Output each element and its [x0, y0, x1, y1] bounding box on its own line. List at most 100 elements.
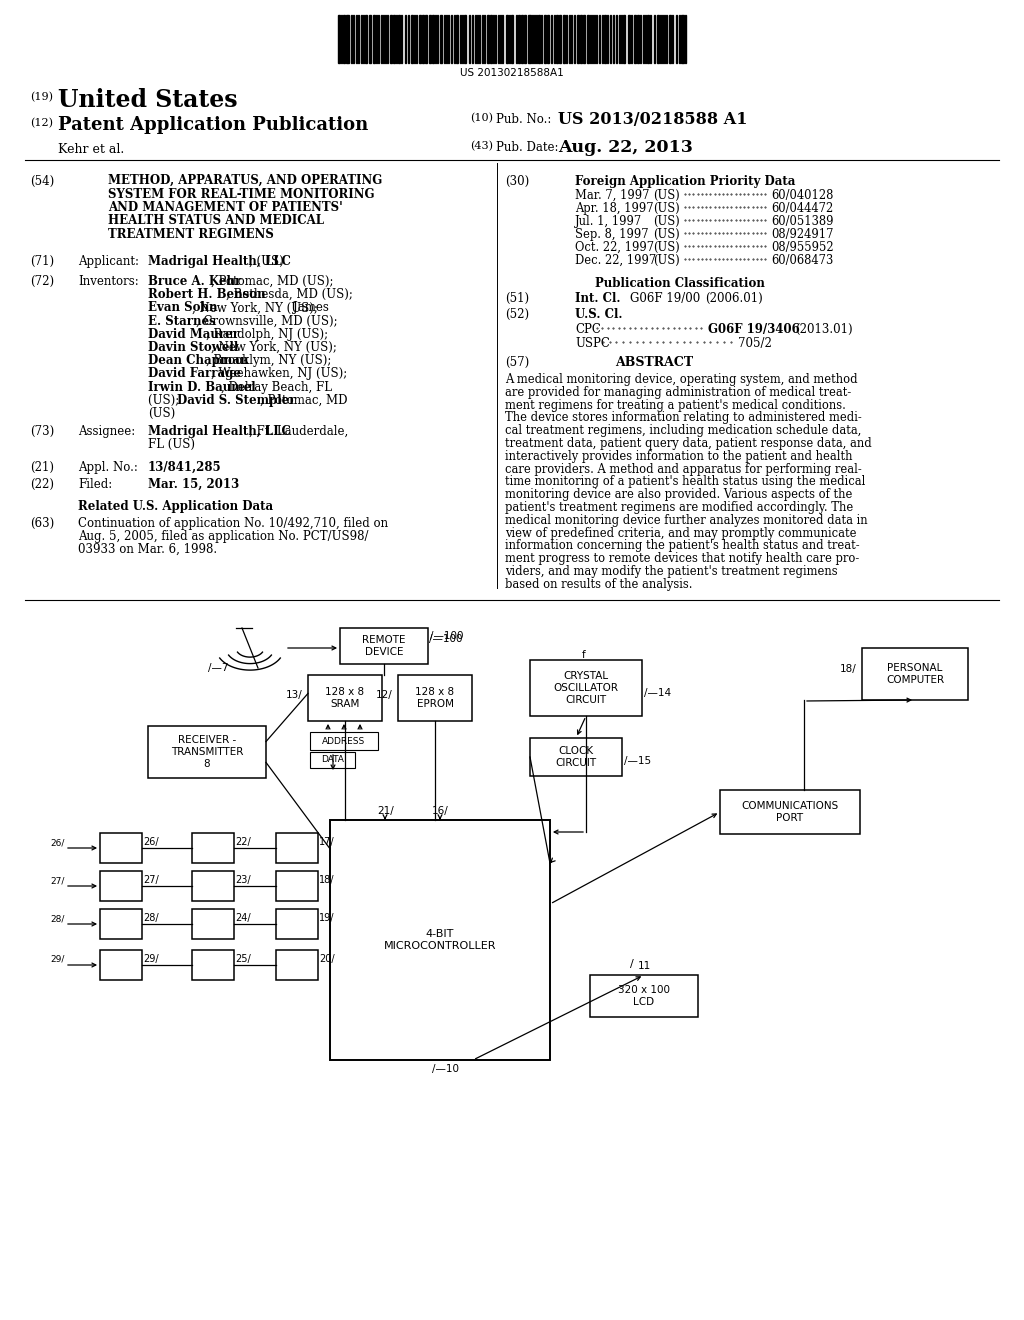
Text: Related U.S. Application Data: Related U.S. Application Data [78, 500, 273, 513]
Text: (US): (US) [653, 242, 680, 253]
Bar [369, 15, 371, 63]
Text: 26/: 26/ [143, 837, 159, 847]
Text: /—15: /—15 [624, 756, 651, 766]
Text: (US): (US) [653, 202, 680, 215]
Text: Continuation of application No. 10/492,710, filed on: Continuation of application No. 10/492,7… [78, 517, 388, 531]
Text: 4-BIT
MICROCONTROLLER: 4-BIT MICROCONTROLLER [384, 929, 497, 952]
Bar [487, 15, 489, 63]
Text: 60/051389: 60/051389 [771, 215, 834, 228]
Bar [390, 15, 392, 63]
Text: 27/: 27/ [143, 875, 159, 884]
Text: James: James [294, 301, 330, 314]
Bar [276, 909, 318, 939]
Bar [398, 15, 400, 63]
Text: DATA: DATA [322, 755, 344, 764]
Text: Oct. 22, 1997: Oct. 22, 1997 [575, 242, 654, 253]
Text: Mar. 7, 1997: Mar. 7, 1997 [575, 189, 649, 202]
Text: information concerning the patient's health status and treat-: information concerning the patient's hea… [505, 540, 859, 552]
Bar [490, 15, 492, 63]
Text: Robert H. Benson: Robert H. Benson [148, 288, 265, 301]
Text: 11: 11 [638, 961, 651, 972]
Text: 128 x 8
EPROM: 128 x 8 EPROM [416, 686, 455, 709]
Bar [590, 975, 698, 1016]
Text: 21/: 21/ [377, 807, 394, 816]
Bar [440, 15, 442, 63]
Bar [193, 909, 234, 939]
Text: , New York, NY (US);: , New York, NY (US); [211, 341, 337, 354]
Text: ADDRESS: ADDRESS [323, 737, 366, 746]
Text: 320 x 100
LCD: 320 x 100 LCD [618, 985, 670, 1007]
Text: Assignee:: Assignee: [78, 425, 135, 438]
Text: US 20130218588A1: US 20130218588A1 [460, 69, 564, 78]
Bar [583, 15, 585, 63]
Text: , Brooklym, NY (US);: , Brooklym, NY (US); [206, 354, 332, 367]
Text: (US): (US) [653, 189, 680, 202]
Text: Int. Cl.: Int. Cl. [575, 292, 621, 305]
Text: 24/: 24/ [234, 913, 251, 923]
Bar [563, 15, 565, 63]
Text: CPC: CPC [575, 323, 601, 337]
Text: Dean Chapman: Dean Chapman [148, 354, 249, 367]
Text: /: / [630, 960, 634, 969]
Text: COMMUNICATIONS
PORT: COMMUNICATIONS PORT [741, 801, 839, 824]
Text: (US): (US) [148, 407, 175, 420]
Text: 18/: 18/ [840, 664, 857, 675]
Bar [506, 15, 508, 63]
Text: 60/068473: 60/068473 [771, 253, 834, 267]
Text: (2006.01): (2006.01) [705, 292, 763, 305]
Bar [338, 15, 340, 63]
Text: US 2013/0218588 A1: US 2013/0218588 A1 [558, 111, 748, 128]
Bar [637, 15, 639, 63]
Text: 29/: 29/ [50, 954, 65, 964]
Text: 22/: 22/ [234, 837, 251, 847]
Text: HEALTH STATUS AND MEDICAL: HEALTH STATUS AND MEDICAL [108, 214, 324, 227]
Text: Evan Sohn: Evan Sohn [148, 301, 217, 314]
Text: 60/044472: 60/044472 [771, 202, 834, 215]
Text: 27/: 27/ [50, 876, 65, 884]
Bar [556, 15, 558, 63]
Bar [100, 871, 142, 902]
Bar [628, 15, 630, 63]
Text: 29/: 29/ [143, 954, 159, 964]
Text: 28/: 28/ [50, 913, 65, 923]
Text: f: f [582, 649, 586, 660]
Bar [577, 15, 579, 63]
Text: patient's treatment regimens are modified accordingly. The: patient's treatment regimens are modifie… [505, 502, 853, 513]
Text: 26/: 26/ [50, 838, 65, 847]
Bar [193, 950, 234, 979]
Bar [432, 15, 434, 63]
Text: Bruce A. Kehr: Bruce A. Kehr [148, 275, 242, 288]
Text: /—14: /—14 [644, 688, 671, 698]
Text: ment regimens for treating a patient's medical conditions.: ment regimens for treating a patient's m… [505, 399, 846, 412]
Text: (21): (21) [30, 461, 54, 474]
Bar [521, 15, 523, 63]
Bar [340, 628, 428, 664]
Text: (US): (US) [653, 228, 680, 242]
Text: CRYSTAL
OSCILLATOR
CIRCUIT: CRYSTAL OSCILLATOR CIRCUIT [554, 671, 618, 705]
Text: 23/: 23/ [234, 875, 251, 884]
Text: 08/955952: 08/955952 [771, 242, 834, 253]
Bar [193, 871, 234, 902]
Bar [429, 15, 431, 63]
Text: Pub. No.:: Pub. No.: [496, 114, 551, 125]
Bar [511, 15, 513, 63]
Bar [530, 738, 622, 776]
Bar [411, 15, 413, 63]
Text: 28/: 28/ [143, 913, 159, 923]
Bar [425, 15, 427, 63]
Text: Appl. No.:: Appl. No.: [78, 461, 138, 474]
Text: viders, and may modify the patient's treatment regimens: viders, and may modify the patient's tre… [505, 565, 838, 578]
Text: United States: United States [58, 88, 238, 112]
Text: (57): (57) [505, 356, 529, 370]
Bar [393, 15, 395, 63]
Text: (US): (US) [653, 253, 680, 267]
Text: Mar. 15, 2013: Mar. 15, 2013 [148, 478, 240, 491]
Text: Jul. 1, 1997: Jul. 1, 1997 [575, 215, 642, 228]
Text: , Bethesda, MD (US);: , Bethesda, MD (US); [225, 288, 352, 301]
Text: , New York, NY (US);: , New York, NY (US); [191, 301, 322, 314]
Text: PERSONAL
COMPUTER: PERSONAL COMPUTER [886, 663, 944, 685]
Text: (19): (19) [30, 92, 53, 103]
Text: AND MANAGEMENT OF PATIENTS': AND MANAGEMENT OF PATIENTS' [108, 201, 343, 214]
Text: Apr. 18, 1997: Apr. 18, 1997 [575, 202, 653, 215]
Text: (73): (73) [30, 425, 54, 438]
